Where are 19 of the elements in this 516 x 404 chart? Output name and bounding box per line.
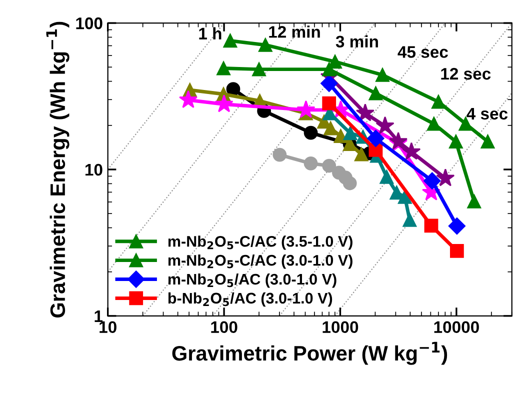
y-tick-label: 100 bbox=[76, 17, 102, 30]
annotation: 12 sec bbox=[441, 68, 491, 80]
y-axis-title: Gravimetric Energy (Wh kg$^{−1}$) bbox=[46, 22, 70, 318]
annotation: 4 sec bbox=[466, 108, 508, 120]
legend-label: m-Nb$_{2}$O$_{5}$-C/AC (3.5-1.0 V) bbox=[168, 236, 352, 250]
y-tick-label: 10 bbox=[85, 164, 102, 176]
legend-label: m-Nb$_{2}$O$_{5}$/AC (3.0-1.0 V) bbox=[168, 273, 336, 288]
x-tick-label: 100 bbox=[211, 321, 238, 334]
annotation: 3 min bbox=[336, 35, 378, 48]
x-tick-label: 1000 bbox=[322, 321, 358, 334]
y-tick-label: 1 bbox=[94, 310, 103, 322]
legend-label: b-Nb$_{2}$O$_{5}$/AC (3.0-1.0 V) bbox=[168, 292, 332, 307]
annotation: 12 min bbox=[269, 26, 320, 38]
annotation: 1 h bbox=[199, 27, 222, 40]
x-axis-title: Gravimetric Power (W kg$^{−1}$) bbox=[172, 342, 448, 365]
annotation: 45 sec bbox=[398, 46, 448, 58]
x-tick-label: 10 bbox=[100, 321, 116, 334]
legend-label: m-Nb$_{2}$O$_{5}$-C/AC (3.0-1.0 V) bbox=[168, 254, 352, 269]
x-tick-label: 10000 bbox=[434, 321, 479, 334]
